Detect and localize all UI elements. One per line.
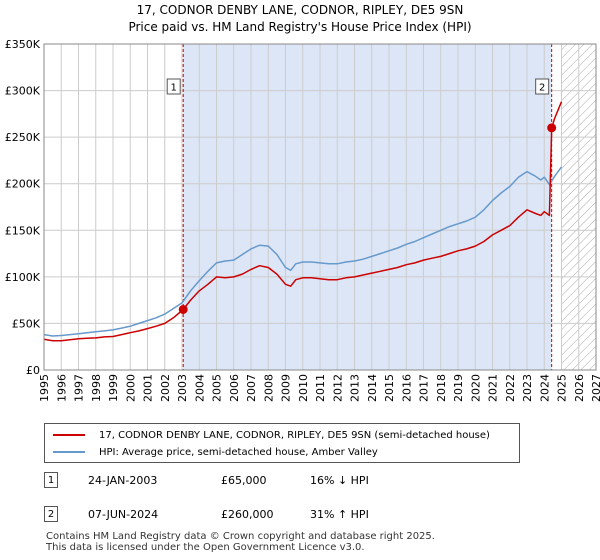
y-tick-label: £350K (5, 38, 41, 51)
sale-marker: 2 (44, 506, 58, 522)
x-tick-label: 1996 (55, 374, 68, 402)
x-tick-label: 2022 (504, 374, 517, 402)
sale-date: 24-JAN-2003 (88, 474, 158, 487)
sale-date: 07-JUN-2024 (88, 508, 159, 521)
x-tick-label: 2027 (590, 374, 600, 402)
plot-border (43, 43, 597, 371)
sale-row: 1 24-JAN-2003 £65,000 16% ↓ HPI (44, 472, 564, 492)
x-tick-label: 1995 (38, 374, 51, 402)
x-tick-label: 2001 (142, 374, 155, 402)
x-tick-label: 2021 (487, 374, 500, 402)
x-tick-label: 2005 (211, 374, 224, 402)
x-tick-label: 2016 (400, 374, 413, 402)
sale-hpi-change: 31% ↑ HPI (310, 508, 369, 521)
sale-point (178, 304, 188, 314)
footer-copyright: Contains HM Land Registry data © Crown c… (46, 531, 435, 542)
legend-swatch-property (53, 434, 85, 436)
y-tick-label: £300K (5, 85, 41, 98)
x-tick-label: 2024 (538, 374, 551, 402)
sale-price: £260,000 (221, 508, 274, 521)
y-tick-label: £100K (5, 271, 41, 284)
y-tick-label: £150K (5, 224, 41, 237)
legend-label-property: 17, CODNOR DENBY LANE, CODNOR, RIPLEY, D… (99, 429, 490, 441)
sale-price: £65,000 (221, 474, 267, 487)
sale-point (547, 123, 557, 133)
x-tick-label: 2002 (159, 374, 172, 402)
x-tick-label: 2023 (521, 374, 534, 402)
x-tick-label: 2014 (366, 374, 379, 402)
sale-marker-box (535, 78, 550, 95)
sale-row: 2 07-JUN-2024 £260,000 31% ↑ HPI (44, 506, 564, 526)
x-tick-label: 2000 (124, 374, 137, 402)
y-tick-label: £0 (26, 364, 40, 377)
x-tick-label: 2017 (418, 374, 431, 402)
x-tick-label: 2012 (331, 374, 344, 402)
legend-item-property: 17, CODNOR DENBY LANE, CODNOR, RIPLEY, D… (53, 427, 490, 443)
sale-marker: 1 (44, 472, 58, 488)
x-tick-label: 2003 (176, 374, 189, 402)
x-tick-label: 2011 (314, 374, 327, 402)
x-tick-label: 2009 (280, 374, 293, 402)
chart-title: 17, CODNOR DENBY LANE, CODNOR, RIPLEY, D… (136, 3, 464, 17)
y-tick-label: £200K (5, 178, 41, 191)
property-series-line (43, 101, 563, 342)
x-tick-label: 1997 (73, 374, 86, 402)
x-tick-label: 2008 (262, 374, 275, 402)
x-tick-label: 2007 (245, 374, 258, 402)
x-tick-label: 1998 (90, 374, 103, 402)
y-tick-label: £50K (12, 317, 41, 330)
legend: 17, CODNOR DENBY LANE, CODNOR, RIPLEY, D… (44, 423, 520, 463)
x-tick-label: 2019 (452, 374, 465, 402)
legend-item-hpi: HPI: Average price, semi-detached house,… (53, 444, 378, 460)
legend-swatch-hpi (53, 451, 85, 453)
ownership-shade (183, 44, 552, 370)
x-tick-label: 2006 (228, 374, 241, 402)
x-tick-label: 1999 (107, 374, 120, 402)
x-tick-label: 2020 (469, 374, 482, 402)
x-tick-label: 2026 (573, 374, 586, 402)
footer: Contains HM Land Registry data © Crown c… (46, 531, 435, 553)
chart-subtitle: Price paid vs. HM Land Registry's House … (128, 20, 472, 34)
sale-marker-box (166, 78, 181, 95)
y-tick-label: £250K (5, 131, 41, 144)
legend-label-hpi: HPI: Average price, semi-detached house,… (99, 446, 378, 458)
x-tick-label: 2004 (193, 374, 206, 402)
x-tick-label: 2015 (383, 374, 396, 402)
x-tick-label: 2010 (297, 374, 310, 402)
x-tick-label: 2025 (556, 374, 569, 402)
chart-area: £0 £50K £100K £150K £200K £250K £300K £350K 1995… (5, 38, 600, 402)
x-tick-label: 2018 (435, 374, 448, 402)
hpi-series-line (43, 166, 563, 337)
sale-hpi-change: 16% ↓ HPI (310, 474, 369, 487)
x-tick-label: 2013 (349, 374, 362, 402)
footer-licence: This data is licensed under the Open Gov… (46, 542, 365, 553)
sale-marker-label: 1 (171, 83, 177, 94)
sale-marker-label: 2 (539, 83, 545, 94)
